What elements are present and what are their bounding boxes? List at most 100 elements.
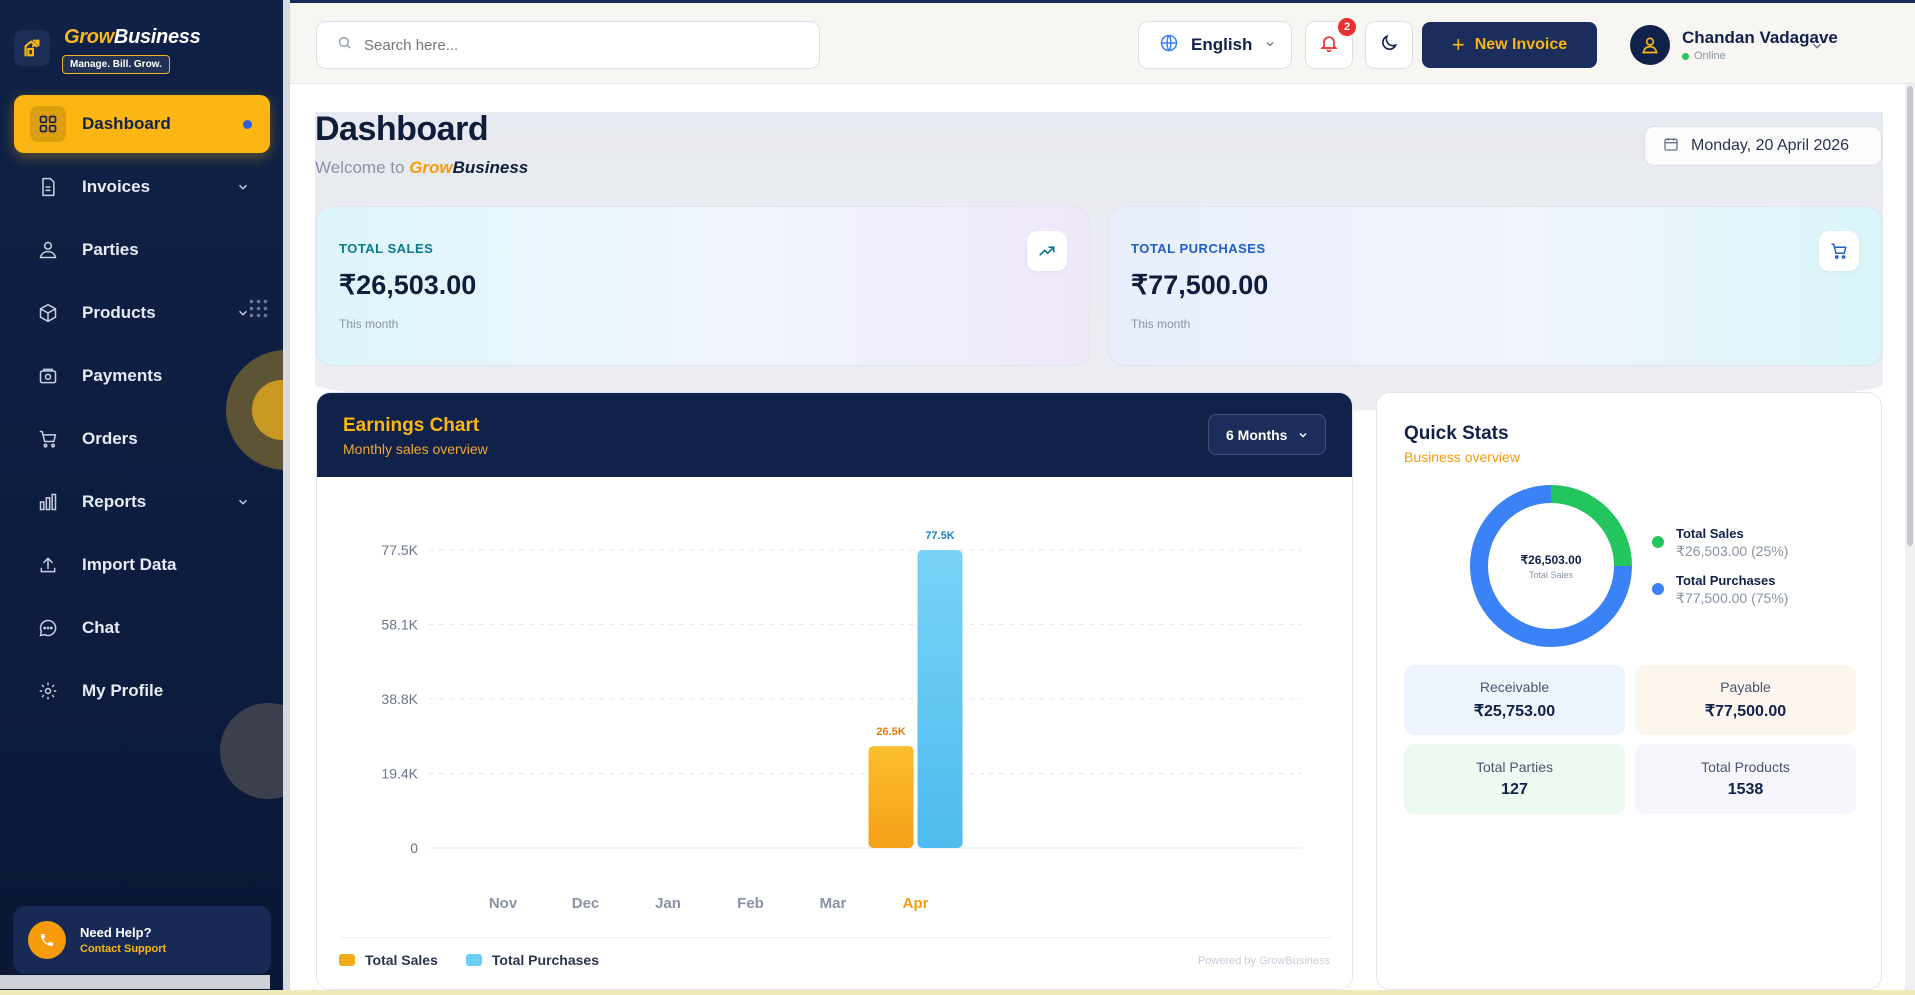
y-tick-label: 77.5K bbox=[381, 542, 418, 558]
sidebar-item-label: My Profile bbox=[82, 681, 164, 700]
donut-center: ₹26,503.00 Total Sales bbox=[1470, 485, 1632, 647]
topbar: English 2 + New Invoice Chandan Vadagave… bbox=[290, 0, 1915, 84]
total-purchases-card: TOTAL PURCHASES ₹77,500.00 This month bbox=[1108, 206, 1882, 366]
legend-item-purchases[interactable]: Total Purchases bbox=[465, 952, 599, 968]
chart-subtitle: Monthly sales overview bbox=[343, 441, 488, 457]
sidebar-item-reports[interactable]: Reports bbox=[14, 473, 270, 531]
legend-item-sales[interactable]: Total Sales bbox=[339, 952, 438, 968]
sidebar-item-orders[interactable]: Orders bbox=[14, 410, 270, 468]
donut-chart bbox=[1470, 485, 1632, 647]
bar-total-sales bbox=[868, 746, 914, 848]
sidebar-item-label: Chat bbox=[82, 618, 120, 637]
logo-icon bbox=[14, 30, 50, 66]
receivable-tile: Receivable ₹25,753.00 bbox=[1404, 665, 1625, 735]
notifications-button[interactable]: 2 bbox=[1305, 16, 1358, 69]
document-icon bbox=[30, 169, 66, 205]
quick-stats-card: Quick Stats Business overview ₹26,503.00… bbox=[1376, 392, 1882, 990]
donut-center-value: ₹26,503.00 bbox=[1520, 552, 1582, 567]
search-input[interactable] bbox=[364, 36, 764, 54]
active-dot bbox=[243, 120, 252, 129]
trending-up-icon bbox=[1027, 231, 1067, 271]
gear-icon bbox=[30, 673, 66, 709]
contact-support-link[interactable]: Contact Support bbox=[80, 943, 167, 955]
legend-dot bbox=[1652, 583, 1664, 595]
x-tick-label: Feb bbox=[737, 895, 764, 912]
sidebar-item-label: Reports bbox=[82, 492, 147, 511]
stat-label: TOTAL SALES bbox=[339, 241, 434, 256]
online-dot bbox=[1682, 52, 1689, 60]
help-card[interactable]: Need Help? Contact Support bbox=[13, 906, 271, 974]
search-box[interactable] bbox=[316, 21, 820, 69]
chevron-down-icon bbox=[236, 305, 250, 325]
main-scrollbar[interactable] bbox=[1905, 84, 1915, 995]
donut-center-label: Total Sales bbox=[1528, 569, 1574, 580]
sidebar-item-label: Import Data bbox=[82, 555, 177, 574]
calendar-icon bbox=[1663, 136, 1679, 157]
total-parties-tile: Total Parties 127 bbox=[1404, 744, 1625, 814]
sidebar-item-payments[interactable]: Payments bbox=[14, 347, 270, 405]
upload-icon bbox=[30, 547, 66, 583]
user-status: Online bbox=[1682, 50, 1838, 62]
user-menu[interactable]: Chandan Vadagave Online bbox=[1630, 25, 1838, 65]
legend-swatch bbox=[339, 954, 355, 966]
donut-legend: Total Sales ₹26,503.00 (25%) Total Purcha… bbox=[1652, 526, 1788, 620]
chart-title: Earnings Chart bbox=[343, 415, 480, 436]
chevron-down-icon bbox=[1299, 432, 1307, 437]
quick-stats-title: Quick Stats bbox=[1404, 423, 1509, 444]
language-selector[interactable]: English bbox=[1138, 21, 1292, 69]
sidebar-item-chat[interactable]: Chat bbox=[14, 599, 270, 657]
sidebar-item-label: Invoices bbox=[82, 177, 151, 196]
x-tick-label: Mar bbox=[820, 895, 847, 912]
sidebar-item-dashboard[interactable]: Dashboard bbox=[14, 95, 270, 153]
chart-legend: Total Sales Total Purchases bbox=[339, 952, 627, 968]
y-tick-label: 38.8K bbox=[381, 691, 418, 707]
sidebar-item-parties[interactable]: Parties bbox=[14, 221, 270, 279]
chevron-down-icon bbox=[236, 494, 250, 514]
data-label: 26.5K bbox=[876, 726, 905, 738]
period-label: 6 Months bbox=[1226, 426, 1288, 443]
grid-icon bbox=[30, 106, 66, 142]
horizontal-scrollbar[interactable] bbox=[0, 975, 270, 989]
page-title: Dashboard bbox=[315, 110, 489, 148]
chat-icon bbox=[30, 610, 66, 646]
data-label: 77.5K bbox=[925, 530, 954, 542]
date-display: Monday, 20 April 2026 bbox=[1644, 126, 1882, 166]
brand-tagline: Manage. Bill. Grow. bbox=[62, 55, 170, 74]
quick-stats-subtitle: Business overview bbox=[1404, 449, 1520, 465]
brand-name: GrowBusiness bbox=[64, 26, 201, 48]
brand[interactable]: GrowBusiness Manage. Bill. Grow. bbox=[14, 26, 201, 74]
scrollbar-thumb[interactable] bbox=[1907, 86, 1913, 546]
y-tick-label: 19.4K bbox=[381, 766, 418, 782]
period-select[interactable]: 6 Months bbox=[1208, 414, 1326, 455]
welcome-text: Welcome to GrowBusiness bbox=[315, 158, 529, 177]
x-tick-label: Apr bbox=[903, 895, 929, 912]
phone-icon bbox=[28, 921, 66, 959]
payable-tile: Payable ₹77,500.00 bbox=[1635, 665, 1856, 735]
bell-icon bbox=[1319, 33, 1339, 58]
earnings-chart-card: Earnings Chart Monthly sales overview 6 … bbox=[316, 392, 1353, 990]
theme-toggle[interactable] bbox=[1365, 21, 1413, 69]
help-title: Need Help? bbox=[80, 925, 152, 940]
sidebar-item-products[interactable]: Products bbox=[14, 284, 270, 342]
sidebar-scrollbar[interactable] bbox=[283, 0, 290, 995]
powered-by: Powered by GrowBusiness bbox=[1197, 955, 1330, 967]
x-tick-label: Nov bbox=[489, 895, 518, 912]
y-tick-label: 58.1K bbox=[381, 617, 418, 633]
donut-slice[interactable] bbox=[1470, 485, 1632, 647]
language-label: English bbox=[1191, 35, 1253, 54]
sidebar-item-invoices[interactable]: Invoices bbox=[14, 158, 270, 216]
box-icon bbox=[30, 295, 66, 331]
earnings-bar-chart: 0 19.4K 38.8K 58.1K 77.5K Nov Dec Jan Feb Mar Apr 2… bbox=[381, 530, 1302, 912]
sidebar-item-label: Orders bbox=[82, 429, 138, 448]
avatar bbox=[1630, 25, 1670, 65]
chevron-down-icon bbox=[1264, 35, 1276, 55]
sidebar-item-label: Payments bbox=[82, 366, 163, 385]
sidebar-item-my-profile[interactable]: My Profile bbox=[14, 662, 270, 720]
sidebar-item-label: Dashboard bbox=[82, 114, 171, 133]
chart-header: Earnings Chart Monthly sales overview 6 … bbox=[317, 393, 1352, 477]
total-products-tile: Total Products 1538 bbox=[1635, 744, 1856, 814]
x-tick-label: Dec bbox=[572, 895, 600, 912]
new-invoice-button[interactable]: + New Invoice bbox=[1422, 22, 1597, 68]
chevron-down-icon[interactable] bbox=[1810, 39, 1824, 58]
sidebar-item-import-data[interactable]: Import Data bbox=[14, 536, 270, 594]
